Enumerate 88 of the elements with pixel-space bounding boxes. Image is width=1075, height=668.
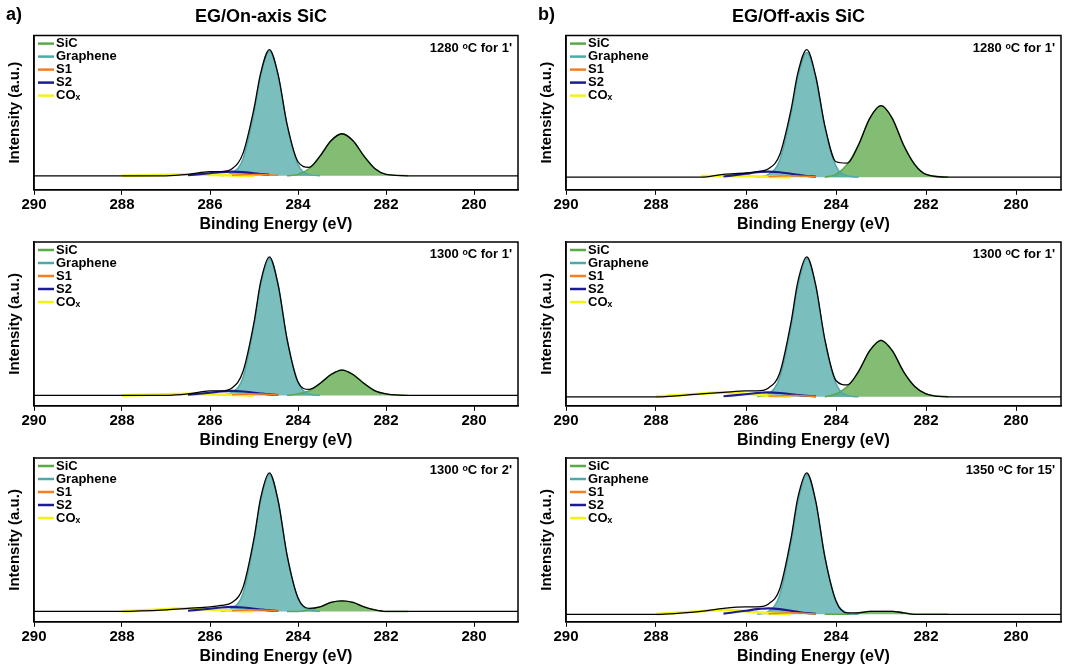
x-tick-label: 288 (643, 410, 669, 428)
legend-label: Graphene (588, 48, 649, 64)
x-tick-label: 288 (643, 626, 669, 644)
legend-label: COₓ (56, 509, 81, 525)
y-axis-title: Intensity (a.u.) (5, 61, 23, 164)
x-axis-title: Binding Energy (eV) (737, 430, 890, 448)
x-tick-label: 290 (553, 410, 579, 428)
x-tick-label: 286 (197, 410, 223, 428)
legend-label: SiC (56, 457, 79, 473)
legend-label: S2 (56, 74, 72, 90)
x-tick-label: 290 (21, 410, 47, 428)
y-axis-title: Intensity (a.u.) (5, 273, 23, 375)
legend-label: S2 (588, 280, 604, 296)
x-tick-label: 280 (461, 626, 487, 644)
legend-label: SiC (588, 457, 611, 473)
text: a) (6, 3, 23, 24)
legend-label: S2 (56, 496, 72, 512)
x-tick-label: 282 (913, 194, 939, 212)
x-tick-label: 286 (733, 194, 759, 212)
x-tick-label: 284 (285, 410, 312, 428)
legend-label: COₓ (56, 87, 81, 103)
x-tick-label: 290 (553, 626, 579, 644)
x-tick-label: 280 (1003, 410, 1029, 428)
x-tick-label: 288 (109, 410, 135, 428)
legend-label: COₓ (588, 293, 613, 309)
x-tick-label: 288 (109, 194, 135, 212)
x-axis-title: Binding Energy (eV) (199, 646, 353, 664)
legend-label: S2 (588, 496, 604, 512)
x-tick-label: 282 (913, 626, 939, 644)
annotation: 1280 ᵒC for 1' (429, 39, 512, 55)
x-tick-label: 280 (1003, 194, 1029, 212)
annotation: 1300 ᵒC for 2' (429, 462, 512, 478)
y-axis-title: Intensity (a.u.) (5, 489, 23, 591)
x-tick-label: 290 (553, 194, 579, 212)
legend-label: S1 (56, 483, 72, 499)
legend-label: SiC (588, 35, 611, 51)
legend-label: COₓ (588, 87, 613, 103)
x-tick-label: 288 (109, 626, 135, 644)
legend-label: SiC (588, 241, 611, 257)
text: b) (538, 3, 555, 24)
x-axis-title: Binding Energy (eV) (199, 430, 353, 448)
annotation: 1350 ᵒC for 15' (965, 462, 1055, 478)
legend-label: S1 (588, 61, 604, 77)
x-tick-label: 282 (373, 194, 399, 212)
annotation: 1280 ᵒC for 1' (972, 39, 1055, 55)
legend-label: S1 (588, 267, 604, 283)
x-tick-label: 286 (733, 626, 759, 644)
annotation: 1300 ᵒC for 1' (972, 246, 1055, 262)
x-tick-label: 280 (1003, 626, 1029, 644)
y-axis-title: Intensity (a.u.) (537, 61, 555, 164)
legend-label: COₓ (588, 509, 613, 525)
x-tick-label: 284 (823, 626, 850, 644)
x-tick-label: 280 (461, 194, 487, 212)
x-axis-title: Binding Energy (eV) (199, 214, 353, 232)
x-tick-label: 282 (373, 626, 399, 644)
legend-label: S2 (56, 280, 72, 296)
legend-label: Graphene (56, 48, 117, 64)
x-axis-title: Binding Energy (eV) (737, 214, 890, 232)
chart-title: EG/Off-axis SiC (731, 5, 866, 26)
legend-label: Graphene (56, 254, 117, 270)
legend-label: COₓ (56, 293, 81, 309)
x-tick-label: 286 (197, 194, 223, 212)
legend-label: S1 (56, 267, 72, 283)
x-tick-label: 286 (733, 410, 759, 428)
chart-title: EG/On-axis SiC (194, 5, 328, 26)
legend-label: SiC (56, 241, 79, 257)
legend-label: Graphene (588, 254, 649, 270)
x-tick-label: 284 (285, 194, 312, 212)
legend-label: S1 (588, 483, 604, 499)
legend-label: Graphene (56, 470, 117, 486)
x-tick-label: 284 (285, 626, 312, 644)
legend-label: SiC (56, 35, 79, 51)
x-tick-label: 280 (461, 410, 487, 428)
annotation: 1300 ᵒC for 1' (429, 246, 512, 262)
x-tick-label: 284 (823, 194, 850, 212)
x-tick-label: 286 (197, 626, 223, 644)
x-tick-label: 288 (643, 194, 669, 212)
x-tick-label: 290 (21, 626, 47, 644)
x-tick-label: 290 (21, 194, 47, 212)
y-axis-title: Intensity (a.u.) (537, 489, 555, 591)
x-tick-label: 284 (823, 410, 850, 428)
x-tick-label: 282 (373, 410, 399, 428)
x-tick-label: 282 (913, 410, 939, 428)
x-axis-title: Binding Energy (eV) (737, 646, 890, 664)
y-axis-title: Intensity (a.u.) (537, 273, 555, 375)
legend-label: Graphene (588, 470, 649, 486)
legend-label: S2 (588, 74, 604, 90)
legend-label: S1 (56, 61, 72, 77)
